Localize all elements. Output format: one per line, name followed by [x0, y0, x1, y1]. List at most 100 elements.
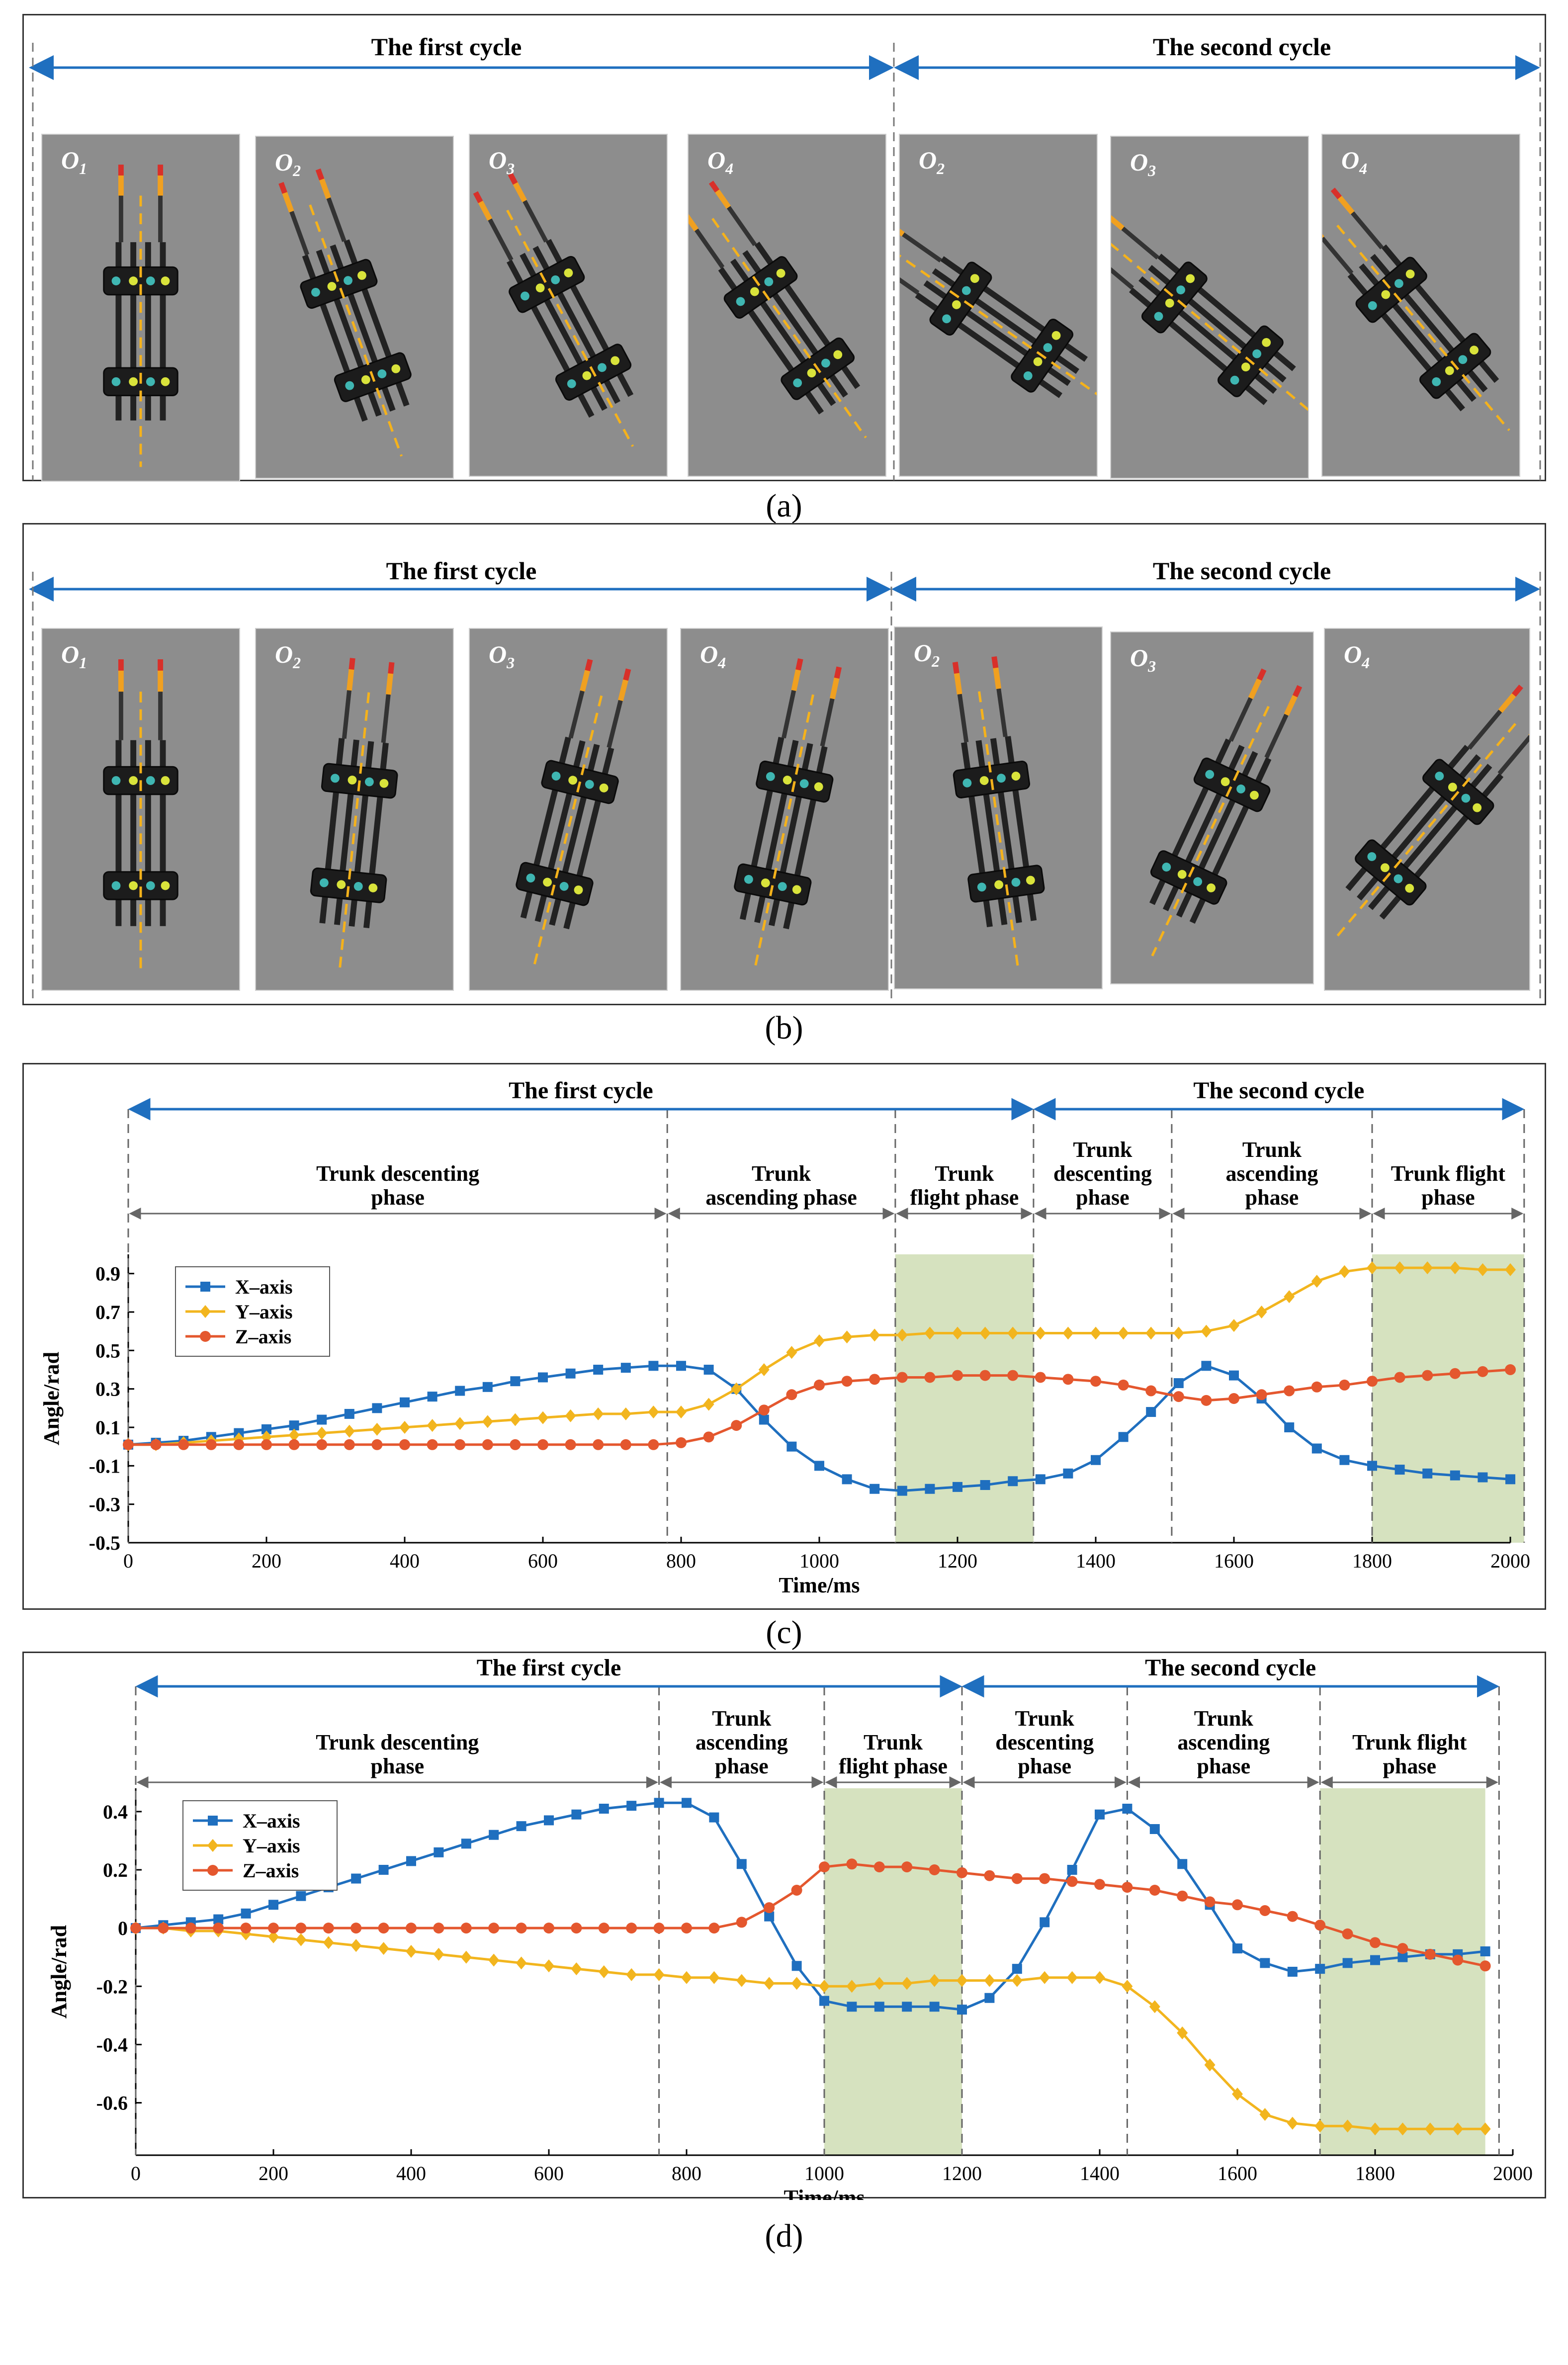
robot-leg-end [1330, 187, 1342, 199]
data-point [1287, 1911, 1298, 1922]
data-point [461, 1839, 471, 1849]
data-point [482, 1439, 493, 1450]
data-point [1424, 2122, 1436, 2136]
data-point [984, 1993, 995, 2003]
robot-drawing [103, 659, 178, 975]
trunk-axis-dash [711, 218, 867, 438]
robot-joint [361, 375, 370, 384]
snapshot-frame: O3 [469, 628, 668, 991]
frame-label-subscript: 4 [1362, 654, 1370, 672]
robot-joint [744, 875, 753, 884]
legend-label: Y–axis [243, 1835, 300, 1857]
panel-a-cycle-arrows [29, 43, 1541, 480]
robot-joint [331, 774, 340, 783]
phase-label: Trunk descenting [316, 1730, 479, 1754]
data-point [1228, 1393, 1239, 1404]
robot-leg [1228, 697, 1253, 742]
frame-label-letter: O [61, 640, 80, 668]
data-point [1397, 1952, 1408, 1962]
robot-joint [977, 882, 986, 892]
data-point [653, 1923, 665, 1934]
robot-joint [337, 880, 346, 889]
data-point [1040, 1917, 1050, 1927]
data-point [1342, 1958, 1353, 1968]
robot-leg [1322, 237, 1354, 275]
robot-joint [567, 379, 576, 388]
trunk-axis-dash [900, 249, 1097, 405]
data-point [819, 1996, 829, 2006]
frame-label-letter: O [707, 146, 726, 174]
robot-joint [952, 300, 961, 309]
data-point [371, 1422, 383, 1436]
robot-drawing [516, 659, 631, 971]
robot-joint [997, 774, 1006, 783]
data-point [1035, 1474, 1045, 1485]
data-point [316, 1426, 328, 1440]
robot-joint [1033, 357, 1043, 366]
data-point [1177, 2026, 1188, 2039]
robot-leg-end [795, 658, 803, 671]
robot-leg [695, 228, 725, 269]
data-point [1066, 1876, 1078, 1887]
data-point [1177, 1859, 1188, 1869]
data-point [709, 1812, 719, 1823]
data-point [1011, 1873, 1023, 1884]
frame-label-letter: O [489, 640, 507, 668]
x-tick-label: 2000 [1490, 1550, 1530, 1572]
data-point [681, 1971, 692, 1984]
data-point [378, 1865, 389, 1875]
data-point [979, 1370, 991, 1381]
robot-joint [161, 377, 170, 386]
data-point [1145, 1385, 1157, 1397]
data-point [791, 1961, 802, 1971]
trunk-axis-dash [1332, 723, 1517, 942]
data-point [1284, 1290, 1295, 1304]
data-point [901, 1977, 913, 1990]
robot-joint [1011, 877, 1021, 887]
frame-label-letter: O [1130, 148, 1148, 176]
data-point [378, 1923, 389, 1934]
robot-joint [1011, 772, 1021, 781]
robot-leg [289, 211, 310, 256]
data-point [1201, 1395, 1212, 1406]
robot-leg [381, 694, 391, 743]
robot-leg-tip [954, 670, 962, 695]
data-point [1284, 1385, 1295, 1397]
data-point [1397, 1943, 1408, 1954]
data-point [510, 1439, 521, 1450]
data-point [980, 1480, 990, 1490]
data-point [626, 1923, 637, 1934]
frame-label: O1 [61, 640, 87, 672]
x-tick-label: 1400 [1080, 2162, 1120, 2185]
data-point [1228, 1319, 1239, 1332]
robot-joint [1176, 285, 1185, 295]
robot-leg-end [315, 168, 325, 180]
data-point [454, 1417, 466, 1430]
robot-joint [551, 275, 560, 284]
data-point [543, 1923, 554, 1934]
phase-label: flight phase [839, 1754, 948, 1778]
data-point [1067, 1865, 1077, 1875]
robot-leg-tip [1284, 692, 1299, 716]
robot-joint [585, 780, 594, 789]
robot-joint [1162, 863, 1171, 872]
data-point [427, 1439, 438, 1450]
data-point [791, 1977, 802, 1990]
frame-label-letter: O [61, 146, 80, 174]
x-tick-label: 1000 [799, 1550, 839, 1572]
x-tick-label: 0 [123, 1550, 133, 1572]
robot-joint [1165, 298, 1174, 308]
data-point [295, 1933, 307, 1946]
robot-joint [1368, 301, 1377, 310]
snapshot-frame: O2 [899, 134, 1098, 477]
data-point [543, 1959, 554, 1973]
snapshot-svg [952, 656, 1045, 972]
data-point [1204, 1896, 1216, 1908]
data-point [758, 1363, 770, 1376]
data-point [1422, 1261, 1433, 1275]
first-cycle-title: The first cycle [386, 557, 537, 585]
robot-joint [821, 358, 830, 368]
robot-joint [1205, 770, 1215, 779]
data-point [1039, 1971, 1050, 1984]
data-point [1370, 2122, 1381, 2136]
